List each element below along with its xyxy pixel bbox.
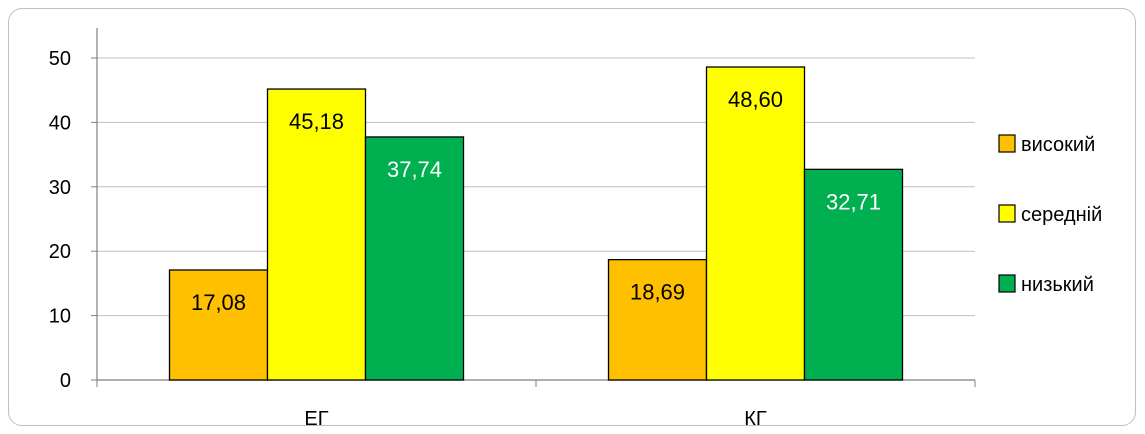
y-tick-label: 20 (49, 241, 71, 263)
legend-label: середній (1021, 204, 1102, 226)
legend-swatch (998, 204, 1016, 223)
legend-label: низький (1021, 274, 1094, 296)
data-label: 32,71 (826, 189, 881, 214)
bars (168, 66, 904, 381)
legend-swatch (998, 134, 1016, 153)
x-category-label: ЕГ (304, 408, 328, 430)
data-label: 37,74 (387, 157, 442, 182)
data-label: 17,08 (191, 290, 246, 315)
y-tick-label: 0 (60, 370, 71, 392)
y-axis-ticks: 0 10 20 30 40 50 (49, 48, 71, 392)
legend-swatch (998, 274, 1016, 293)
y-tick-label: 10 (49, 306, 71, 328)
y-tick-label: 50 (49, 48, 71, 70)
y-tick-label: 30 (49, 177, 71, 199)
bar (266, 88, 367, 381)
bar (168, 269, 269, 381)
legend: високий середній низький (998, 134, 1102, 296)
bar (607, 258, 708, 381)
x-category-label: КГ (744, 408, 767, 430)
data-label: 45,18 (289, 109, 344, 134)
legend-label: високий (1021, 134, 1095, 156)
data-labels: 17,08 45,18 37,74 18,69 48,60 32,71 (191, 87, 881, 315)
y-tick-label: 40 (49, 112, 71, 134)
bar (705, 66, 806, 381)
data-label: 48,60 (728, 87, 783, 112)
data-label: 18,69 (630, 280, 685, 305)
x-axis-categories: ЕГ КГ (304, 408, 766, 430)
bar (803, 168, 904, 381)
bar (364, 136, 465, 381)
